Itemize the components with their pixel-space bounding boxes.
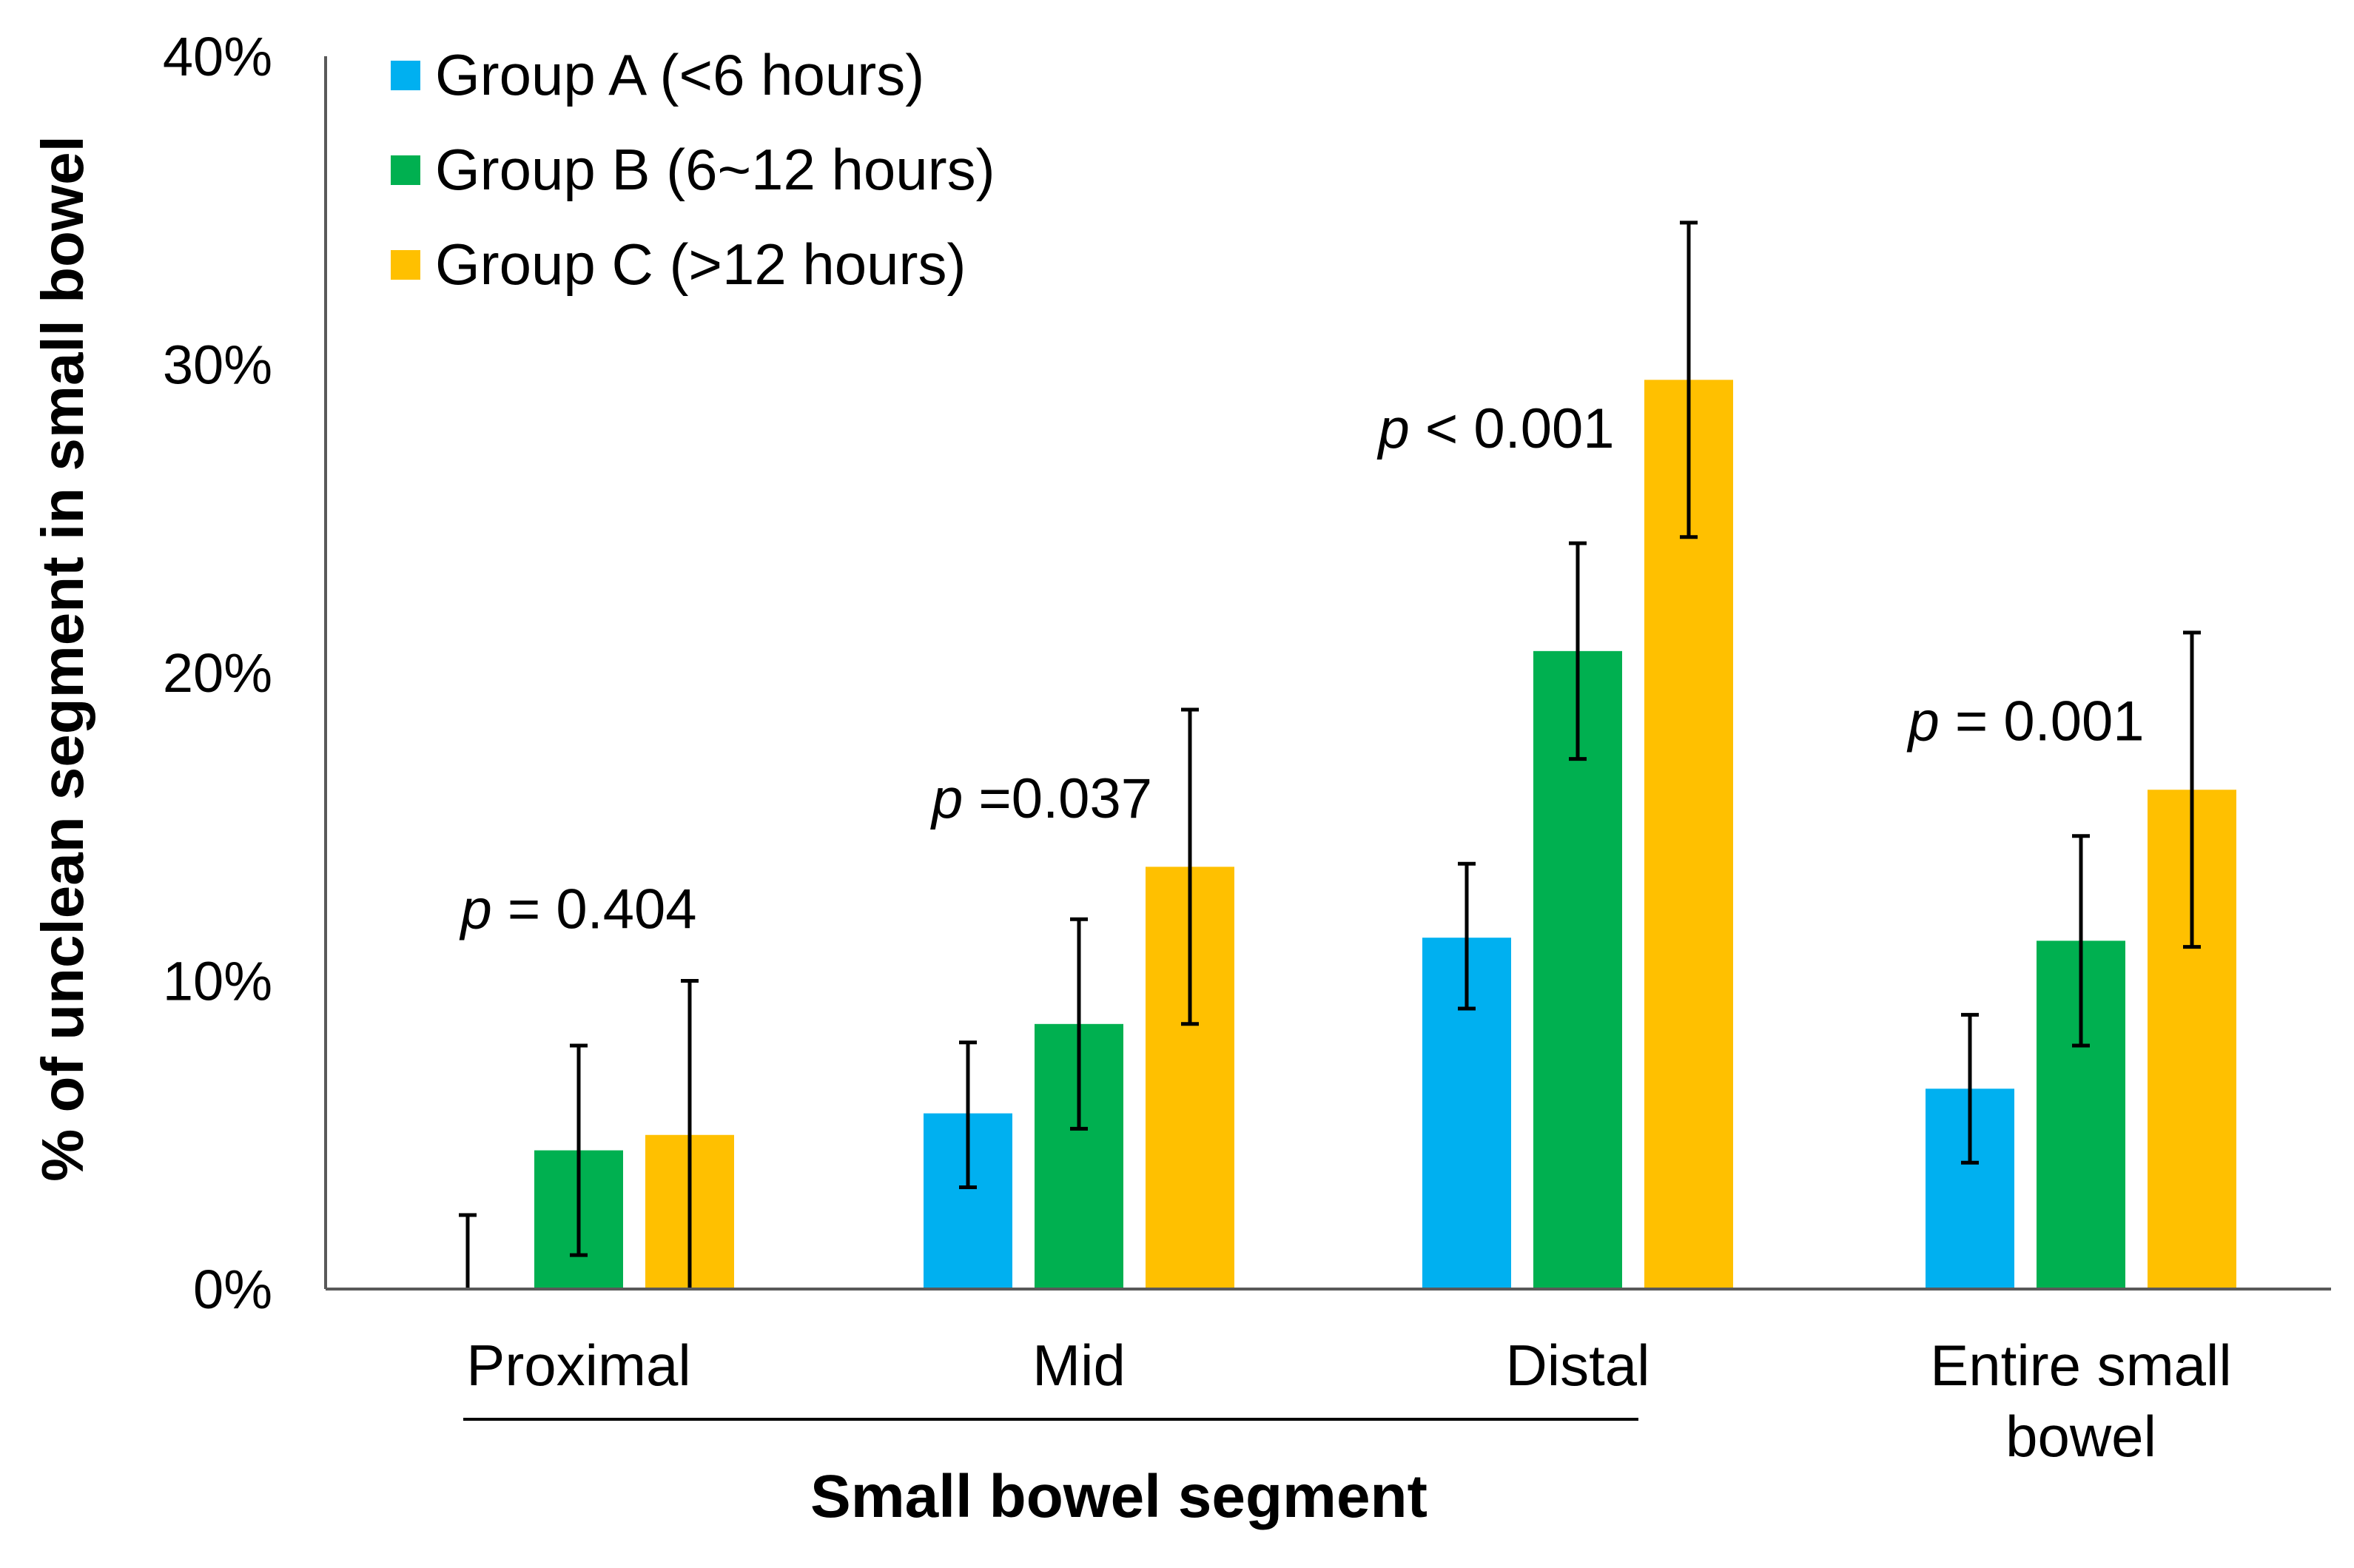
error-bar-1-2: [959, 1040, 977, 1190]
error-bar-2-4: [2072, 834, 2090, 1048]
legend-label-1: Group A (<6 hours): [435, 42, 924, 107]
legend-label-2: Group B (6~12 hours): [435, 137, 995, 202]
p-value-annotation: p = 0.404: [459, 878, 696, 941]
error-bar-3-1: [681, 979, 699, 1289]
error-bar-3-4: [2183, 630, 2201, 949]
y-tick-label: 30%: [163, 334, 272, 396]
error-bar-2-2: [1070, 917, 1088, 1131]
category-label: Mid: [1032, 1333, 1126, 1398]
category-label: Proximal: [466, 1333, 690, 1398]
category-label: bowel: [2005, 1404, 2156, 1469]
error-bar-1-3: [1458, 861, 1476, 1011]
p-value-annotation: p < 0.001: [1376, 397, 1614, 460]
error-bar-3-3: [1680, 221, 1698, 539]
category-label: Entire small: [1930, 1333, 2231, 1398]
p-value-annotation: p = 0.001: [1906, 690, 2144, 753]
error-bar-3-2: [1181, 707, 1199, 1026]
error-bar-2-1: [570, 1043, 588, 1257]
legend-swatch-1: [391, 61, 420, 90]
legend-swatch-3: [391, 250, 420, 280]
y-tick-label: 40%: [163, 26, 272, 87]
error-bar-2-3: [1569, 541, 1587, 761]
x-axis-label: Small bowel segment: [810, 1463, 1427, 1530]
error-bar-1-1: [459, 1213, 477, 1289]
legend-swatch-2: [391, 155, 420, 185]
y-tick-label: 20%: [163, 642, 272, 704]
y-axis-label: % of unclean segment in small bowel: [30, 135, 95, 1182]
y-tick-label: 10%: [163, 951, 272, 1012]
legend-label-3: Group C (>12 hours): [435, 232, 966, 297]
y-tick-label: 0%: [193, 1259, 272, 1320]
category-label: Distal: [1505, 1333, 1650, 1398]
p-value-annotation: p =0.037: [930, 767, 1152, 830]
error-bar-1-4: [1961, 1012, 1979, 1165]
